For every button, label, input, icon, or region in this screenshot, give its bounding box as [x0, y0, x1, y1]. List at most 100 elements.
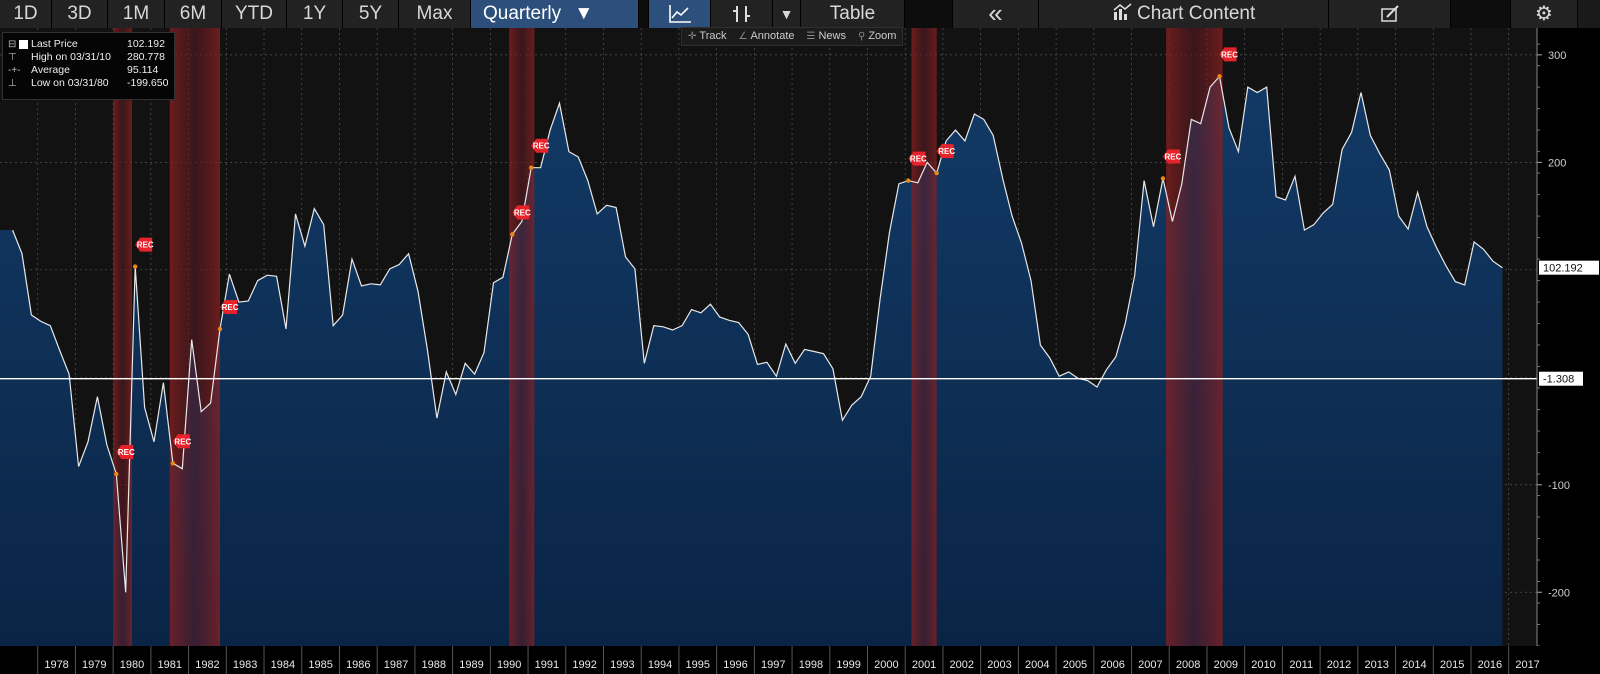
range-3d-button[interactable]: 3D — [52, 0, 108, 28]
rec-flag: REC — [220, 299, 239, 314]
range-1y-button[interactable]: 1Y — [287, 0, 343, 28]
track-button[interactable]: ✛ Track — [682, 28, 732, 45]
x-tick-label: 1982 — [195, 659, 219, 671]
recession-marker — [906, 178, 911, 183]
x-tick-label: 2005 — [1063, 659, 1087, 671]
recession-marker — [528, 165, 534, 170]
average-value-box: -1.308 — [1539, 371, 1583, 386]
period-dropdown[interactable]: Quarterly ▼ — [471, 0, 639, 28]
chart-subtoolbar: ✛ Track ∠ Annotate ☰ News ⚲ Zoom — [681, 27, 904, 46]
table-button[interactable]: Table — [801, 0, 905, 28]
crosshair-icon: ✛ — [688, 31, 697, 42]
x-tick-label: 2011 — [1289, 659, 1313, 671]
line-chart-button[interactable] — [649, 0, 711, 28]
rec-flag: REC — [936, 144, 955, 159]
range-1d-button[interactable]: 1D — [0, 0, 52, 28]
x-tick-label: 1988 — [422, 659, 446, 671]
x-tick-label: 2001 — [912, 659, 936, 671]
legend-toggle-icon[interactable]: ⊟ — [8, 38, 30, 51]
chart-content-button[interactable]: Chart Content — [1039, 0, 1329, 28]
news-icon: ☰ — [806, 31, 816, 42]
legend-row-last-price[interactable]: ⊟ Last Price 102.192 — [3, 38, 174, 51]
rec-flag-shape — [1162, 149, 1180, 164]
x-axis-panel — [0, 646, 1600, 674]
y-tick-label: -200 — [1548, 587, 1570, 599]
rec-flag-label: REC — [533, 142, 550, 151]
rec-flag-shape — [908, 151, 926, 166]
news-label: News — [818, 30, 846, 42]
collapse-button[interactable]: « — [953, 0, 1039, 28]
legend-value: 280.778 — [127, 51, 165, 63]
chart-content-label: Chart Content — [1136, 3, 1256, 24]
legend-row-high[interactable]: ⊤ High on 03/31/10 280.778 — [3, 51, 174, 64]
x-tick-label: 1985 — [308, 659, 332, 671]
gear-icon: ⚙ — [1535, 3, 1553, 25]
recession-band — [1166, 28, 1223, 646]
y-tick-label: -100 — [1548, 480, 1570, 492]
rec-flag: REC — [531, 138, 550, 153]
rec-flag-label: REC — [938, 147, 955, 156]
zoom-button[interactable]: ⚲ Zoom — [852, 28, 902, 45]
rec-flag-shape — [512, 205, 530, 220]
recession-marker — [934, 170, 939, 176]
edit-button[interactable] — [1329, 0, 1451, 28]
x-tick-label: 2017 — [1515, 659, 1539, 671]
settings-button[interactable]: ⚙ — [1511, 0, 1578, 28]
search-icon: ⚲ — [857, 31, 866, 42]
rec-flag-label: REC — [137, 241, 154, 250]
average-value-box-text: -1.308 — [1543, 374, 1574, 386]
area-chart[interactable]: REC REC REC REC REC REC REC REC REC REC -200 -100 2… — [0, 28, 1600, 674]
x-tick-label: 2015 — [1440, 659, 1464, 671]
last-value-box: 102.192 — [1539, 260, 1599, 275]
rec-flag: REC — [1162, 149, 1182, 164]
x-tick-label: 1987 — [384, 659, 408, 671]
annotate-label: Annotate — [750, 30, 795, 42]
rec-flag-label: REC — [514, 208, 531, 217]
x-tick-label: 2000 — [874, 659, 898, 671]
x-tick-label: 1993 — [610, 659, 634, 671]
range-5y-button[interactable]: 5Y — [343, 0, 399, 28]
legend-value: 102.192 — [127, 38, 165, 50]
series-line — [12, 75, 1503, 593]
x-tick-label: 2010 — [1251, 659, 1275, 671]
news-button[interactable]: ☰ News — [801, 28, 852, 45]
rec-flag-label: REC — [174, 437, 191, 446]
last-value-box-text: 102.192 — [1543, 263, 1583, 275]
rec-flag: REC — [116, 445, 135, 460]
legend-label: Low on 03/31/80 — [31, 77, 109, 89]
legend-row-low[interactable]: ⊥ Low on 03/31/80 -199.650 — [3, 77, 174, 90]
bar-type-icon — [732, 6, 750, 22]
x-tick-label: 1994 — [648, 659, 672, 671]
rec-flag-label: REC — [1221, 50, 1238, 59]
recession-band — [911, 28, 937, 646]
legend-row-average[interactable]: -+- Average 95.114 — [3, 64, 174, 77]
x-tick-label: 1992 — [572, 659, 596, 671]
x-tick-label: 1997 — [761, 659, 785, 671]
rec-flag-shape — [220, 299, 238, 314]
low-marker-icon: ⊥ — [8, 78, 17, 89]
period-label: Quarterly — [483, 3, 562, 24]
rec-flag-label: REC — [118, 448, 135, 457]
rec-flag-label: REC — [222, 303, 239, 312]
bar-type-button[interactable] — [711, 0, 773, 28]
chart-type-dropdown[interactable]: ▼ — [773, 0, 801, 28]
range-6m-button[interactable]: 6M — [165, 0, 222, 28]
average-marker-icon: -+- — [8, 65, 21, 76]
legend: ⊟ Last Price 102.192 ⊤ High on 03/31/10 … — [2, 32, 175, 100]
range-max-button[interactable]: Max — [399, 0, 471, 28]
annotate-button[interactable]: ∠ Annotate — [732, 28, 800, 45]
toolbar-spacer — [905, 0, 953, 28]
x-tick-label: 2003 — [987, 659, 1011, 671]
y-axis-panel — [1537, 28, 1600, 646]
rec-flag-shape — [531, 138, 549, 153]
recession-marker — [1160, 176, 1166, 181]
x-tick-label: 1999 — [836, 659, 860, 671]
toolbar: 1D 3D 1M 6M YTD 1Y 5Y Max Quarterly ▼ ▼ … — [0, 0, 1600, 29]
legend-label: Average — [31, 64, 70, 76]
recession-marker — [132, 264, 138, 269]
y-axis: -200 -100 200 300 -1.308 102.192 — [1537, 43, 1599, 647]
rec-flag-shape — [135, 237, 153, 252]
range-1m-button[interactable]: 1M — [108, 0, 165, 28]
range-ytd-button[interactable]: YTD — [222, 0, 287, 28]
recession-marker — [217, 326, 223, 332]
